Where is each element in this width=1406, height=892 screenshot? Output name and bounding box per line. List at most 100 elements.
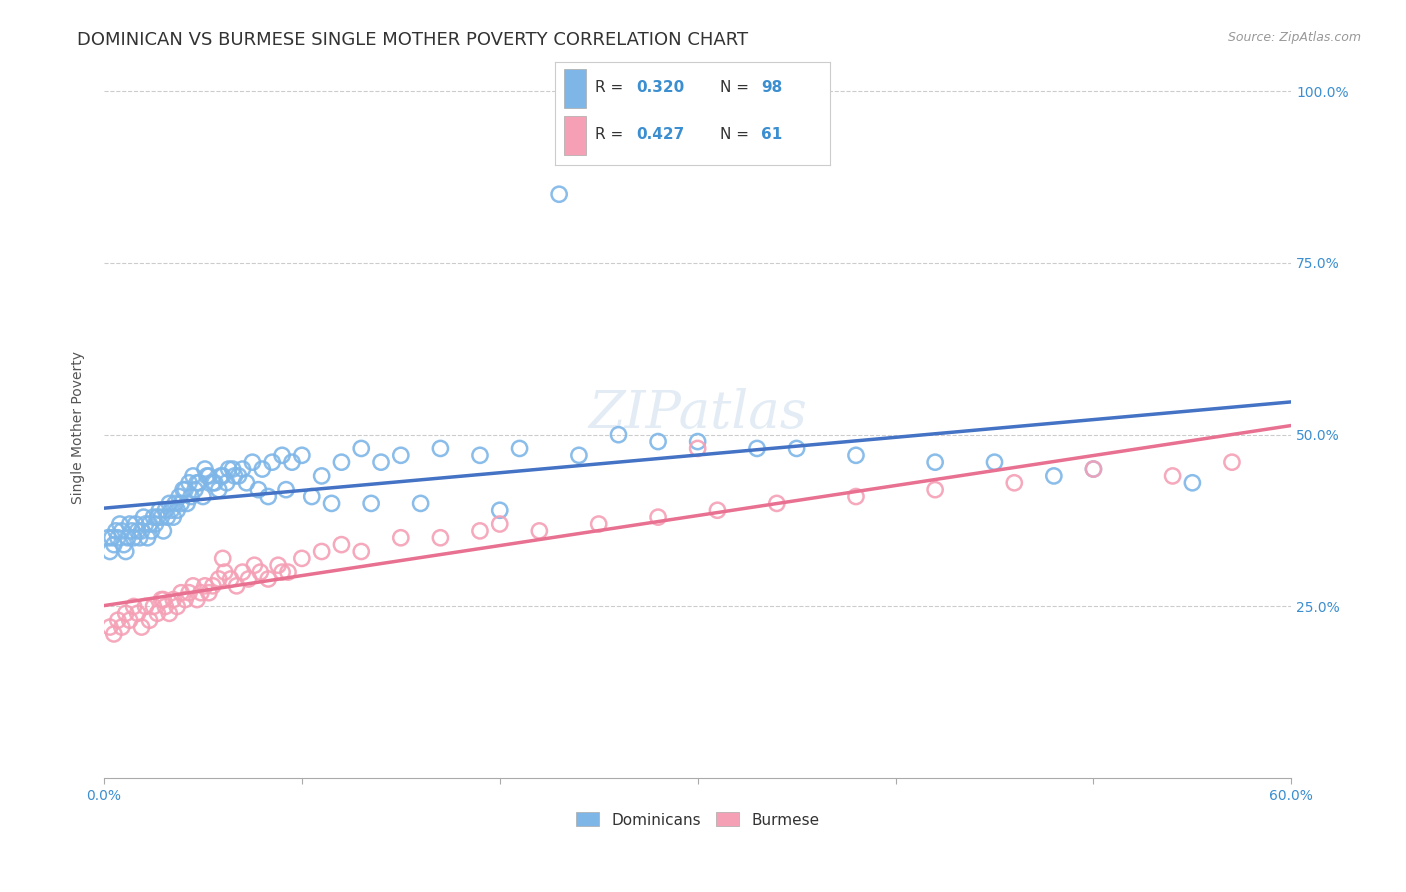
Point (117, 531, 139, 545)
Point (218, 462, 240, 476)
Point (706, 503, 728, 517)
Text: ZIPatlas: ZIPatlas (588, 388, 807, 440)
Point (224, 469, 246, 483)
Point (176, 496, 198, 510)
Point (174, 592, 197, 607)
Point (214, 565, 236, 579)
Point (786, 442, 808, 456)
Point (186, 592, 208, 607)
Point (468, 524, 491, 538)
Point (103, 627, 125, 641)
Point (647, 510, 669, 524)
Point (150, 592, 173, 607)
Point (211, 551, 233, 566)
Point (181, 469, 204, 483)
Point (127, 607, 149, 621)
Point (97, 531, 120, 545)
Legend: Dominicans, Burmese: Dominicans, Burmese (569, 806, 825, 834)
Point (238, 572, 260, 586)
Point (201, 579, 224, 593)
Point (330, 538, 353, 552)
Point (211, 469, 233, 483)
Point (165, 496, 187, 510)
Point (145, 516, 167, 531)
Point (98, 620, 121, 634)
Point (231, 462, 253, 476)
Point (208, 483, 231, 497)
Point (188, 475, 211, 490)
Text: 0.320: 0.320 (637, 79, 685, 95)
Point (221, 462, 243, 476)
Point (177, 475, 200, 490)
Point (1220, 455, 1243, 469)
Point (135, 599, 157, 614)
Point (104, 524, 127, 538)
Point (1002, 475, 1025, 490)
Point (389, 448, 412, 462)
Point (271, 448, 294, 462)
Point (291, 551, 314, 566)
Point (142, 510, 165, 524)
Point (257, 572, 280, 586)
Point (291, 448, 314, 462)
Point (146, 510, 169, 524)
Point (101, 531, 124, 545)
Point (262, 455, 284, 469)
Point (172, 483, 194, 497)
Point (509, 442, 531, 456)
Point (243, 558, 266, 573)
Point (146, 607, 169, 621)
Point (152, 524, 174, 538)
Point (155, 503, 177, 517)
Point (156, 510, 179, 524)
Bar (564, 69, 585, 108)
Point (107, 613, 129, 627)
Point (588, 516, 610, 531)
Point (131, 524, 153, 538)
Point (488, 503, 510, 517)
Point (131, 620, 153, 634)
Point (194, 579, 217, 593)
Text: 61: 61 (761, 127, 782, 142)
Point (242, 455, 264, 469)
Point (568, 448, 591, 462)
Text: N =: N = (720, 127, 754, 142)
Point (231, 565, 253, 579)
Point (228, 469, 250, 483)
Point (204, 475, 226, 490)
Point (686, 442, 709, 456)
Point (166, 503, 188, 517)
Point (198, 585, 221, 599)
Point (135, 516, 157, 531)
Point (162, 592, 184, 607)
Point (170, 585, 193, 599)
Point (114, 607, 136, 621)
Point (766, 496, 789, 510)
Point (155, 599, 177, 614)
Point (360, 496, 382, 510)
Point (170, 496, 193, 510)
Point (98, 544, 121, 558)
Point (167, 490, 190, 504)
Point (152, 592, 174, 607)
Point (142, 599, 165, 614)
Point (745, 442, 768, 456)
Text: 98: 98 (761, 79, 782, 95)
Point (127, 524, 149, 538)
Point (162, 510, 184, 524)
Point (201, 475, 224, 490)
Point (247, 483, 270, 497)
Point (845, 448, 868, 462)
Point (271, 565, 294, 579)
Point (181, 579, 204, 593)
Point (686, 434, 709, 449)
Point (114, 544, 136, 558)
Point (647, 434, 669, 449)
Point (157, 496, 180, 510)
Point (136, 531, 159, 545)
Point (252, 462, 274, 476)
Point (124, 516, 146, 531)
Text: R =: R = (595, 127, 628, 142)
Text: R =: R = (595, 79, 628, 95)
Point (122, 599, 145, 614)
